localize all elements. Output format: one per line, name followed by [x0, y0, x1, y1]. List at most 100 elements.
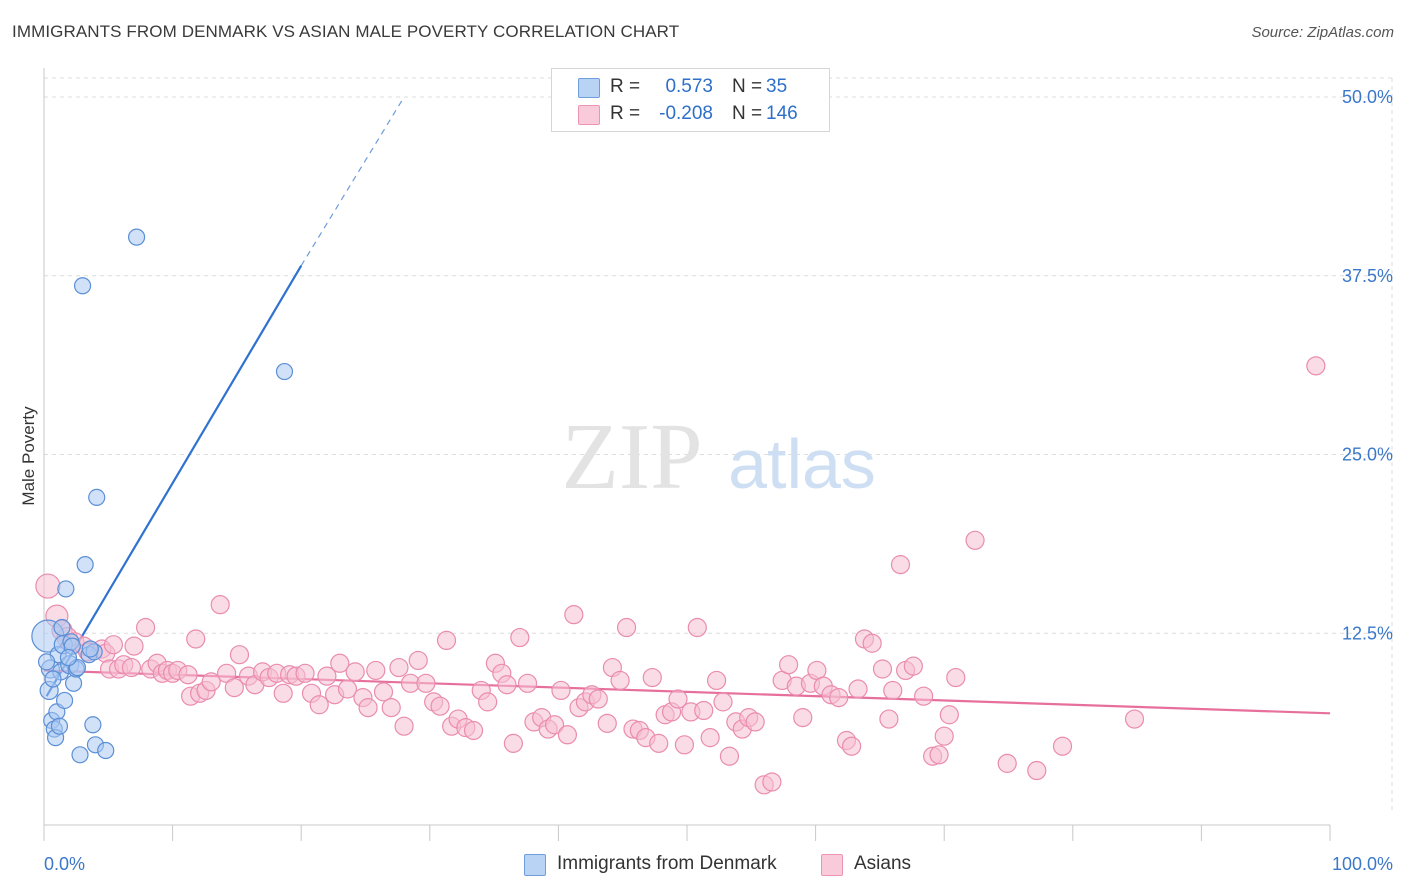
point-asians: [317, 666, 337, 686]
point-asians: [517, 673, 538, 693]
point-asians: [793, 708, 813, 728]
correlation-legend: R = 0.573 N = 35 R = -0.208 N = 146: [551, 68, 830, 132]
point-asians: [914, 686, 934, 706]
point-asians: [1124, 709, 1145, 729]
legend-swatch-pink: [821, 854, 843, 876]
point-asians: [890, 555, 911, 575]
point-asians: [124, 636, 144, 656]
point-asians: [713, 692, 733, 712]
y-tick-label: 50.0%: [1342, 87, 1393, 107]
point-asians: [883, 680, 903, 701]
data-points: [31, 228, 1326, 795]
point-asians: [551, 680, 571, 701]
point-asians: [610, 670, 630, 691]
series-legend: Immigrants from Denmark Asians: [0, 852, 1406, 878]
point-asians: [694, 700, 714, 721]
point-asians: [358, 698, 378, 718]
point-asians: [178, 665, 198, 685]
point-asians: [597, 713, 617, 733]
legend-n-label: N =: [732, 103, 763, 124]
point-asians: [965, 530, 985, 550]
axes: [43, 68, 1331, 841]
point-asians: [330, 653, 350, 673]
point-asians: [842, 736, 862, 756]
point-asians: [121, 657, 142, 678]
point-asians: [503, 733, 523, 753]
point-asians: [649, 733, 669, 753]
legend-n-value: 146: [766, 103, 798, 124]
watermark: ZIP atlas: [562, 405, 876, 509]
point-asians: [478, 692, 498, 712]
point-asians: [416, 673, 436, 693]
watermark-atlas: atlas: [728, 425, 876, 503]
point-denmark: [275, 362, 294, 381]
point-asians: [706, 670, 727, 691]
point-asians: [295, 663, 315, 683]
point-asians: [1052, 736, 1073, 756]
point-asians: [862, 633, 882, 653]
point-denmark: [37, 653, 56, 671]
point-asians: [879, 709, 899, 729]
point-denmark: [97, 741, 115, 760]
legend-swatch-pink: [578, 105, 600, 125]
point-asians: [408, 650, 428, 671]
x-tick-label-max: 100.0%: [1332, 854, 1393, 874]
point-asians: [366, 660, 386, 681]
point-asians: [229, 645, 250, 665]
point-asians: [273, 683, 293, 703]
point-asians: [1306, 356, 1326, 376]
point-asians: [430, 696, 450, 716]
point-asians: [588, 689, 608, 709]
point-asians: [687, 617, 707, 638]
legend-r-label: R =: [610, 76, 641, 97]
legend-r-value: 0.573: [665, 76, 713, 97]
source-label: Source: ZipAtlas.com: [1251, 24, 1394, 41]
point-asians: [201, 672, 221, 692]
point-denmark: [57, 580, 75, 598]
point-asians: [762, 772, 782, 792]
point-asians: [381, 698, 401, 718]
point-asians: [778, 655, 799, 675]
point-asians: [135, 617, 156, 638]
point-denmark: [55, 691, 74, 710]
point-denmark: [73, 277, 92, 295]
point-asians: [997, 753, 1017, 773]
point-asians: [345, 662, 365, 682]
point-asians: [934, 726, 954, 746]
axis-labels: 12.5% 25.0% 37.5% 50.0% 0.0% 100.0% Male Pover…: [19, 87, 1393, 874]
legend-label-asians: Asians: [854, 853, 912, 874]
legend-label-denmark: Immigrants from Denmark: [557, 853, 777, 874]
point-denmark: [71, 746, 89, 764]
point-asians: [510, 627, 530, 648]
point-asians: [674, 735, 695, 755]
point-asians: [463, 720, 484, 741]
y-tick-label: 12.5%: [1342, 623, 1393, 643]
legend-r-label: R =: [610, 103, 641, 124]
trend-line-denmark: [45, 265, 303, 697]
legend-row-denmark: R = 0.573 N = 35: [552, 74, 829, 100]
point-asians: [745, 712, 765, 732]
point-denmark: [81, 640, 99, 658]
point-asians: [939, 705, 959, 725]
legend-n-value: 35: [766, 76, 788, 97]
point-asians: [210, 595, 230, 615]
x-tick-label-min: 0.0%: [44, 854, 85, 874]
point-denmark: [64, 674, 83, 692]
point-asians: [544, 715, 565, 735]
legend-r-value: -0.208: [659, 103, 713, 124]
point-denmark: [50, 717, 69, 735]
point-asians: [186, 629, 206, 649]
point-asians: [829, 687, 849, 708]
legend-n-label: N =: [732, 76, 763, 97]
point-asians: [848, 679, 868, 699]
point-asians: [700, 728, 720, 748]
point-asians: [946, 667, 966, 688]
point-denmark: [84, 716, 102, 734]
point-asians: [309, 695, 329, 715]
point-asians: [1027, 760, 1047, 781]
point-asians: [224, 677, 244, 698]
point-asians: [719, 746, 740, 766]
point-denmark: [127, 228, 146, 246]
point-denmark: [76, 556, 94, 574]
